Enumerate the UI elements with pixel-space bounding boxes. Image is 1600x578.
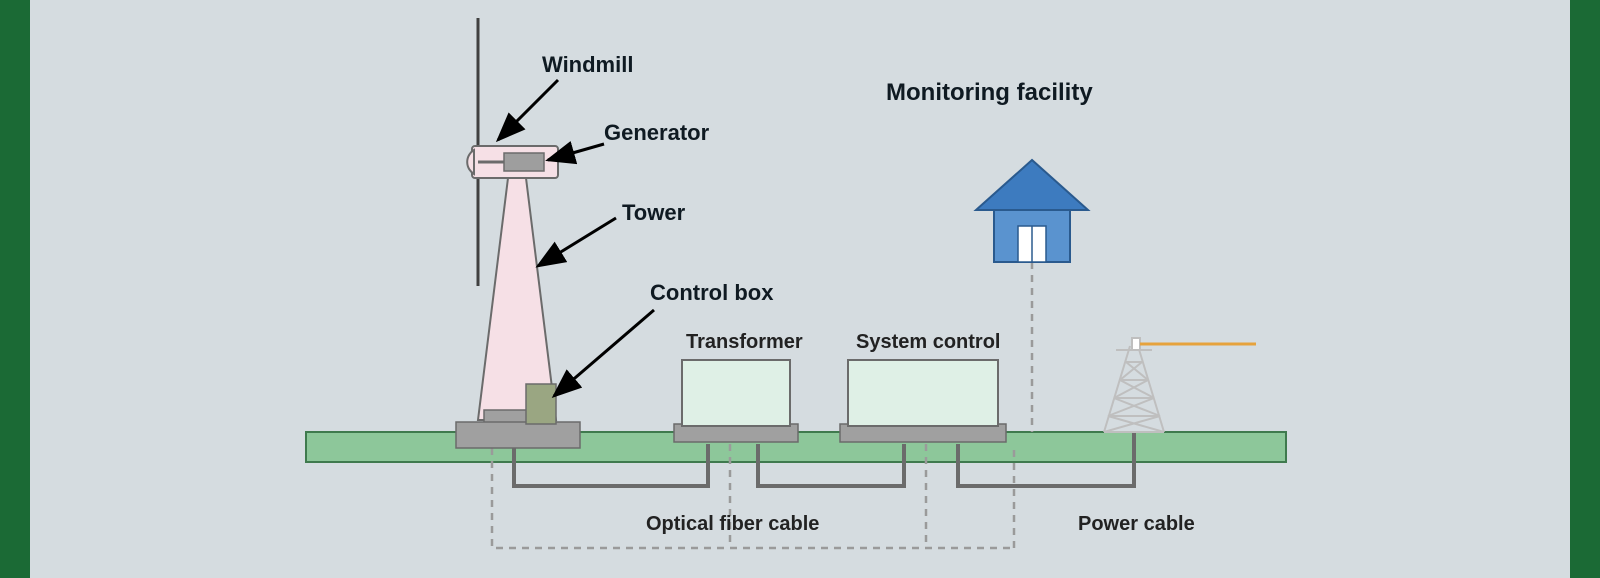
page: Windmill Generator Tower Control box Tra…: [0, 0, 1600, 578]
control-box: [526, 384, 556, 424]
windmill-foundation: [456, 422, 580, 448]
diagram-panel: Windmill Generator Tower Control box Tra…: [246, 0, 1358, 578]
label-control-box: Control box: [650, 280, 774, 305]
right-stripe: [1570, 0, 1600, 578]
label-monitoring-facility: Monitoring facility: [886, 79, 1093, 106]
label-optical-fiber: Optical fiber cable: [646, 513, 819, 535]
system-control: [840, 360, 1006, 442]
hub: [467, 150, 474, 174]
house-roof-icon: [976, 160, 1088, 210]
label-tower: Tower: [622, 200, 686, 225]
windmill: [456, 18, 580, 448]
label-generator: Generator: [604, 120, 710, 145]
monitoring-facility: [976, 160, 1088, 262]
label-power-cable: Power cable: [1078, 513, 1195, 535]
label-transformer: Transformer: [686, 331, 803, 353]
diagram-canvas: Windmill Generator Tower Control box Tra…: [30, 0, 1570, 578]
transmission-tower: [1104, 338, 1256, 432]
label-system-control: System control: [856, 331, 1000, 353]
diagram-svg: Windmill Generator Tower Control box Tra…: [246, 0, 1358, 578]
transformer: [674, 360, 798, 442]
generator-box: [504, 153, 544, 171]
left-stripe: [0, 0, 30, 578]
label-windmill: Windmill: [542, 52, 633, 77]
